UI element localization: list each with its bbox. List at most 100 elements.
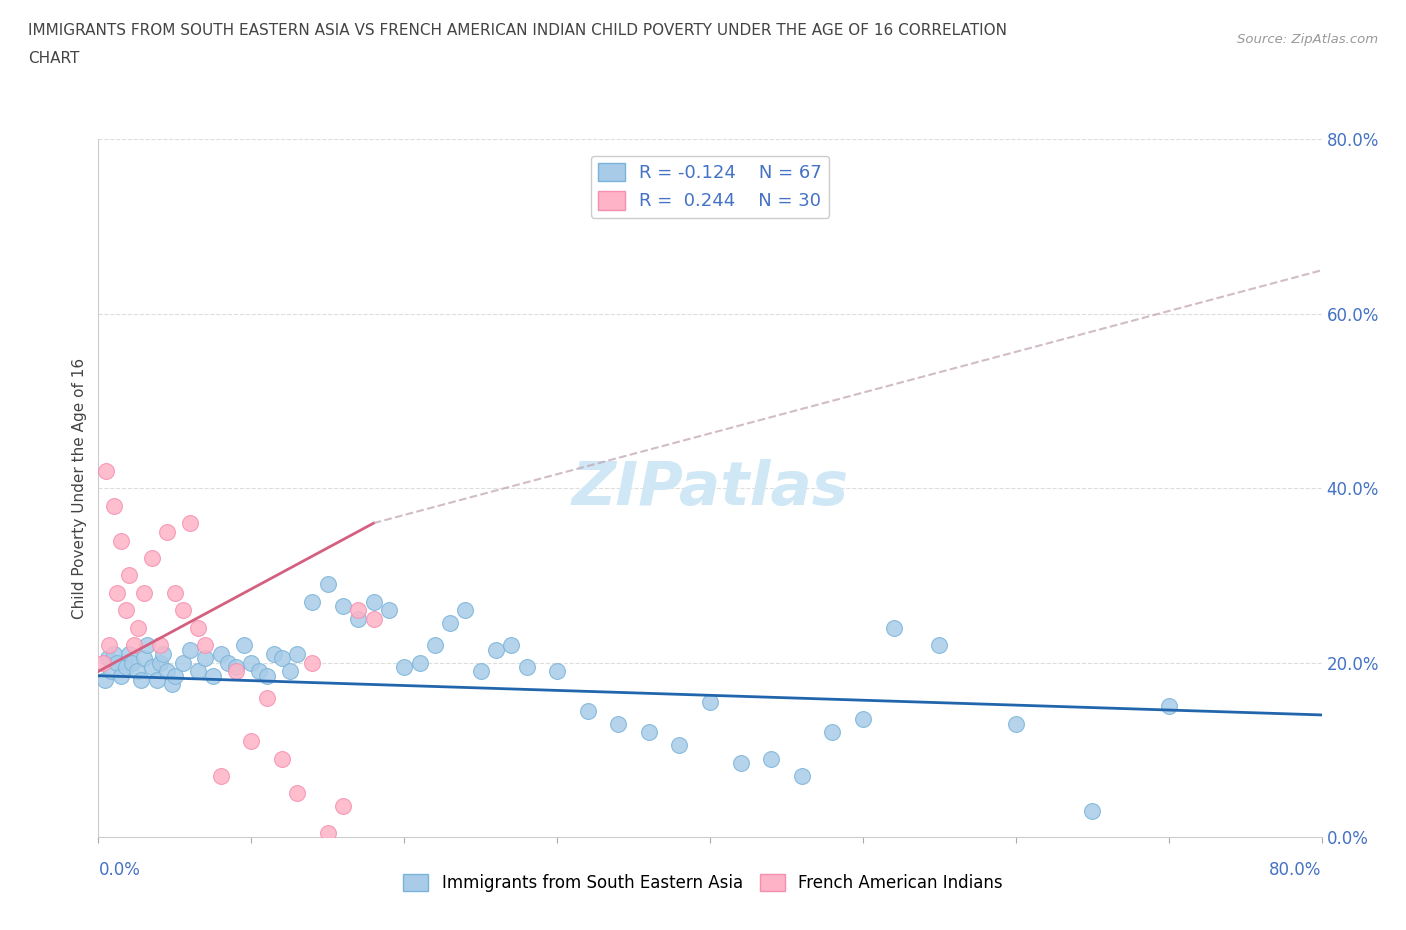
Point bbox=[270, 751, 294, 766]
Point bbox=[105, 586, 128, 601]
Point bbox=[928, 638, 950, 653]
Point bbox=[852, 711, 875, 726]
Point bbox=[110, 669, 132, 684]
Point bbox=[127, 620, 149, 635]
Point bbox=[790, 768, 813, 783]
Point bbox=[97, 651, 120, 666]
Point bbox=[454, 603, 477, 618]
Point bbox=[152, 646, 174, 661]
Point bbox=[163, 586, 186, 601]
Point bbox=[240, 656, 263, 671]
Point bbox=[378, 603, 401, 618]
Point bbox=[392, 659, 416, 674]
Point bbox=[217, 656, 239, 671]
Text: Source: ZipAtlas.com: Source: ZipAtlas.com bbox=[1237, 33, 1378, 46]
Point bbox=[485, 642, 508, 657]
Point bbox=[439, 616, 461, 631]
Point bbox=[301, 594, 323, 609]
Point bbox=[115, 659, 138, 674]
Point bbox=[576, 703, 599, 718]
Y-axis label: Child Poverty Under the Age of 16: Child Poverty Under the Age of 16 bbox=[72, 358, 87, 618]
Point bbox=[94, 463, 117, 478]
Legend: R = -0.124    N = 67, R =  0.244    N = 30: R = -0.124 N = 67, R = 0.244 N = 30 bbox=[591, 155, 830, 218]
Point bbox=[332, 599, 354, 614]
Point bbox=[607, 716, 630, 731]
Point bbox=[209, 768, 232, 783]
Point bbox=[516, 659, 538, 674]
Point bbox=[129, 672, 152, 687]
Point bbox=[172, 603, 194, 618]
Point bbox=[347, 603, 370, 618]
Point bbox=[141, 659, 163, 674]
Point bbox=[179, 515, 201, 530]
Point bbox=[194, 651, 217, 666]
Point bbox=[110, 533, 132, 548]
Legend: Immigrants from South Eastern Asia, French American Indians: Immigrants from South Eastern Asia, Fren… bbox=[396, 867, 1010, 898]
Text: CHART: CHART bbox=[28, 51, 80, 66]
Point bbox=[423, 638, 446, 653]
Point bbox=[883, 620, 905, 635]
Point bbox=[187, 664, 209, 679]
Point bbox=[100, 664, 122, 679]
Point bbox=[145, 672, 167, 687]
Point bbox=[115, 603, 138, 618]
Point bbox=[1004, 716, 1026, 731]
Point bbox=[91, 656, 114, 671]
Text: ZIPatlas: ZIPatlas bbox=[571, 458, 849, 518]
Point bbox=[98, 638, 121, 653]
Point bbox=[1157, 698, 1180, 713]
Point bbox=[121, 656, 143, 671]
Point bbox=[316, 577, 339, 591]
Point bbox=[316, 825, 339, 840]
Point bbox=[821, 725, 844, 740]
Point bbox=[149, 638, 172, 653]
Point bbox=[105, 656, 128, 671]
Point bbox=[156, 664, 179, 679]
Point bbox=[163, 669, 186, 684]
Point bbox=[408, 656, 430, 671]
Point bbox=[93, 672, 115, 687]
Point bbox=[125, 664, 148, 679]
Point bbox=[172, 656, 194, 671]
Point bbox=[347, 612, 370, 627]
Point bbox=[194, 638, 217, 653]
Point bbox=[730, 755, 752, 770]
Point bbox=[209, 646, 232, 661]
Point bbox=[225, 664, 247, 679]
Point bbox=[761, 751, 783, 766]
Point bbox=[301, 656, 323, 671]
Point bbox=[363, 594, 385, 609]
Point bbox=[225, 659, 247, 674]
Point bbox=[699, 695, 721, 710]
Point bbox=[546, 664, 568, 679]
Point bbox=[136, 638, 159, 653]
Point bbox=[247, 664, 270, 679]
Point bbox=[470, 664, 492, 679]
Point bbox=[103, 498, 125, 513]
Text: 0.0%: 0.0% bbox=[98, 860, 141, 879]
Point bbox=[285, 646, 308, 661]
Point bbox=[149, 656, 172, 671]
Point bbox=[202, 669, 225, 684]
Point bbox=[270, 651, 294, 666]
Point bbox=[122, 638, 145, 653]
Point bbox=[263, 646, 285, 661]
Point bbox=[332, 799, 354, 814]
Point bbox=[240, 734, 263, 749]
Point bbox=[256, 669, 278, 684]
Point bbox=[501, 638, 523, 653]
Point bbox=[256, 690, 278, 705]
Text: IMMIGRANTS FROM SOUTH EASTERN ASIA VS FRENCH AMERICAN INDIAN CHILD POVERTY UNDER: IMMIGRANTS FROM SOUTH EASTERN ASIA VS FR… bbox=[28, 23, 1007, 38]
Text: 80.0%: 80.0% bbox=[1270, 860, 1322, 879]
Point bbox=[141, 551, 163, 565]
Point bbox=[1081, 804, 1104, 818]
Point bbox=[278, 664, 301, 679]
Point bbox=[134, 586, 156, 601]
Point bbox=[363, 612, 385, 627]
Point bbox=[638, 725, 661, 740]
Point bbox=[160, 677, 183, 692]
Point bbox=[103, 646, 125, 661]
Point bbox=[285, 786, 308, 801]
Point bbox=[118, 568, 141, 583]
Point bbox=[156, 525, 179, 539]
